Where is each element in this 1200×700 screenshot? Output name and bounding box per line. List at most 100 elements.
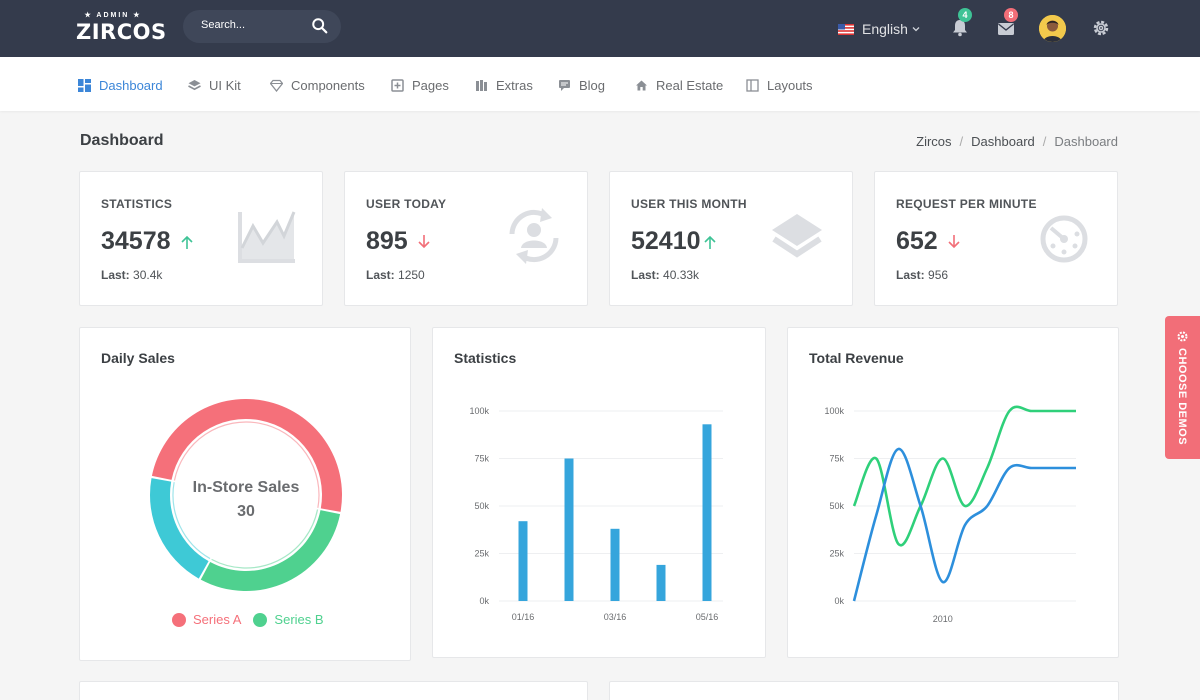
comment-icon — [559, 79, 570, 91]
nav-item-pages[interactable]: Pages — [391, 76, 449, 94]
logo-tagline: ★ ADMIN ★ — [84, 12, 142, 19]
donut-slice[interactable] — [149, 478, 209, 579]
avatar[interactable] — [1039, 15, 1066, 42]
nav-item-label: Components — [291, 77, 365, 93]
x-tick-label: 2010 — [933, 614, 953, 624]
stat-last-label: Last: — [366, 268, 395, 282]
user-sync-icon — [509, 208, 559, 264]
stat-number: 34578 — [101, 227, 171, 255]
stat-title: REQUEST PER MINUTE — [896, 197, 1037, 211]
x-tick-label: 03/16 — [604, 612, 627, 622]
nav-item-real-estate[interactable]: Real Estate — [635, 76, 723, 94]
gauge-icon — [1040, 215, 1088, 263]
logo-text: ZIRCOS — [76, 20, 167, 44]
legend-item-series-b[interactable]: Series B — [253, 612, 324, 627]
bar[interactable] — [564, 458, 574, 602]
donut-slice[interactable] — [151, 399, 342, 512]
legend-item-series-a[interactable]: Series A — [172, 612, 241, 627]
nav-item-layouts[interactable]: Layouts — [746, 76, 813, 94]
stat-value: 52410 — [631, 227, 717, 256]
bottom-card-right — [609, 681, 1119, 700]
search-icon[interactable] — [311, 17, 329, 35]
stat-last-value: 1250 — [398, 268, 425, 282]
diamond-icon — [270, 79, 283, 92]
stat-title: USER TODAY — [366, 197, 447, 211]
donut-slice-inner-ring — [173, 421, 320, 508]
donut-slice[interactable] — [200, 510, 341, 591]
bar[interactable] — [610, 528, 620, 601]
nav-item-label: Real Estate — [656, 77, 724, 93]
breadcrumb: Zircos / Dashboard / Dashboard — [916, 134, 1118, 149]
daily-sales-card: Daily Sales In-Store Sales 30 Series A S… — [79, 327, 411, 661]
stat-card-statistics: STATISTICS 34578 Last: 30.4k — [79, 171, 323, 306]
y-tick-label: 0k — [834, 596, 844, 606]
stat-title: USER THIS MONTH — [631, 197, 747, 211]
y-tick-label: 0k — [479, 596, 489, 606]
layers-icon — [772, 214, 822, 258]
bar[interactable] — [518, 521, 528, 601]
arrow-up-icon — [703, 235, 716, 249]
legend-label: Series A — [193, 612, 242, 627]
grid-icon — [78, 78, 91, 92]
bottom-card-left — [79, 681, 588, 700]
mail-icon[interactable] — [996, 19, 1016, 39]
nav-item-label: Pages — [412, 77, 449, 93]
legend-label: Series B — [274, 612, 324, 627]
pages-icon — [391, 78, 404, 92]
donut-center-label: In-Store Sales — [193, 479, 300, 496]
stat-number: 895 — [366, 227, 408, 255]
chart-title: Daily Sales — [101, 350, 175, 366]
stat-last: Last: 40.33k — [631, 268, 699, 282]
bar-chart: 0k 25k 50k 75k 100k 01/16 03/16 05/16 — [469, 406, 723, 622]
nav-item-components[interactable]: Components — [270, 76, 365, 94]
search-box — [183, 10, 341, 43]
nav-item-label: Layouts — [767, 77, 813, 93]
layers-icon — [188, 79, 201, 90]
nav-item-dashboard[interactable]: Dashboard — [78, 76, 163, 94]
nav-item-extras[interactable]: Extras — [475, 76, 533, 94]
breadcrumb-item[interactable]: Dashboard — [971, 134, 1035, 149]
donut-chart: In-Store Sales 30 — [149, 399, 342, 591]
y-tick-label: 25k — [829, 549, 844, 559]
language-selector[interactable]: English — [838, 20, 920, 38]
choose-demos-tab[interactable]: CHOOSE DEMOS — [1165, 316, 1200, 459]
total-revenue-card: Total Revenue 0k 25k 50k 75k 100k 2010 — [787, 327, 1119, 658]
layout-icon — [746, 78, 759, 92]
search-input[interactable] — [201, 19, 311, 31]
choose-demos-label: CHOOSE DEMOS — [1176, 348, 1188, 446]
donut-slice-inner-ring — [211, 509, 319, 569]
breadcrumb-separator: / — [1042, 134, 1047, 149]
main-nav: Dashboard UI Kit Components Pages Extras — [0, 57, 1200, 111]
stat-number: 52410 — [631, 227, 701, 255]
home-icon — [636, 80, 647, 90]
chart-title: Statistics — [454, 350, 517, 366]
stat-last-value: 30.4k — [133, 268, 163, 282]
arrow-down-icon — [948, 234, 960, 248]
messages-badge: 8 — [1004, 8, 1018, 22]
gear-icon[interactable] — [1091, 18, 1111, 38]
nav-item-blog[interactable]: Blog — [558, 76, 605, 94]
nav-item-label: Extras — [496, 77, 533, 93]
stat-card-user-this-month: USER THIS MONTH 52410 Last: 40.33k — [609, 171, 853, 306]
bar[interactable] — [702, 424, 712, 601]
bell-icon[interactable] — [950, 18, 970, 38]
arrow-down-icon — [418, 234, 430, 248]
logo[interactable]: ★ ADMIN ★ ZIRCOS — [76, 11, 166, 45]
y-tick-label: 50k — [474, 501, 489, 511]
nav-item-ui-kit[interactable]: UI Kit — [188, 76, 241, 94]
line-chart: 0k 25k 50k 75k 100k 2010 — [824, 405, 1076, 624]
top-bar: ★ ADMIN ★ ZIRCOS English 4 8 — [0, 0, 1200, 57]
stat-value: 895 — [366, 227, 431, 256]
stat-last: Last: 956 — [896, 268, 948, 282]
stat-last-label: Last: — [101, 268, 130, 282]
breadcrumb-item[interactable]: Zircos — [916, 134, 952, 149]
chevron-down-icon — [912, 27, 920, 32]
breadcrumb-separator: / — [959, 134, 964, 149]
us-flag-icon — [838, 23, 854, 35]
language-label: English — [862, 21, 908, 37]
series-line[interactable] — [852, 405, 1076, 547]
stat-last: Last: 1250 — [366, 268, 425, 282]
chart-icon — [238, 211, 296, 263]
series-line[interactable] — [852, 447, 1076, 602]
bar[interactable] — [656, 564, 666, 601]
